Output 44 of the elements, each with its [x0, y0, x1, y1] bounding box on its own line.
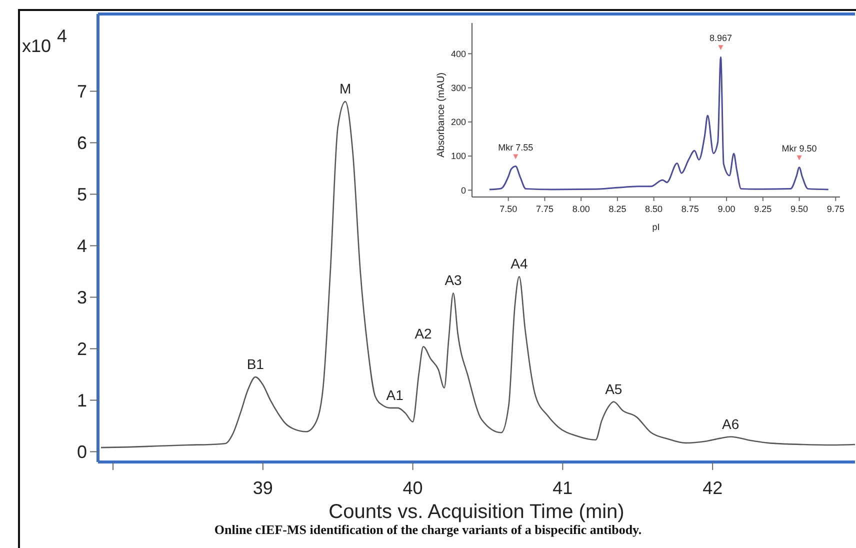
y-tick-label: 1	[76, 390, 87, 411]
line-series	[488, 56, 830, 190]
annotation: A1	[386, 386, 404, 403]
y-tick-label: 300	[450, 82, 466, 93]
x-tick-label: 39	[252, 478, 273, 498]
x-tick-label: 8.00	[572, 204, 590, 214]
y-tick-label: 4	[76, 236, 87, 256]
x-tick-label: 9.50	[790, 204, 808, 214]
annotation: B1	[246, 356, 264, 372]
y-tick-label: 2	[76, 339, 87, 360]
annotation: A3	[444, 272, 462, 288]
annotation: M	[340, 80, 352, 97]
annotation: A5	[605, 380, 622, 397]
annotation: A2	[414, 326, 432, 342]
x-axis-title: pI	[652, 222, 660, 232]
annotation: Mkr 7.55	[498, 142, 534, 152]
y-tick-label: 5	[76, 184, 87, 205]
text: Online cIEF-MS identification of the charge variants of a bispecific antibody.	[214, 522, 642, 537]
x-tick-label: 7.75	[536, 204, 554, 214]
x-tick-label: 8.75	[681, 204, 699, 214]
x-tick-label: 41	[552, 478, 573, 498]
annotation: Mkr 9.50	[782, 143, 817, 154]
y-tick-label: 200	[450, 117, 466, 128]
x-tick-label: 8.25	[608, 204, 626, 214]
y-axis-title: Absorbance (mAU)	[436, 72, 447, 158]
y-tick-label: 6	[76, 133, 87, 154]
x-tick-label: 40	[402, 478, 423, 498]
line-series	[100, 100, 856, 448]
y-tick-label: 100	[450, 151, 466, 162]
y-tick-label: 0	[460, 185, 466, 196]
x-tick-label: 42	[702, 478, 723, 498]
y-tick-label: 400	[450, 48, 466, 59]
x-tick-label: 9.25	[754, 204, 772, 214]
annotation: 8.967	[709, 33, 732, 44]
x-tick-label: 9.00	[718, 204, 736, 214]
x-tick-label: 8.50	[645, 204, 663, 214]
y-tick-label: 3	[76, 288, 87, 308]
x-tick-label: 7.50	[500, 204, 518, 214]
y-tick-label: 7	[76, 82, 87, 102]
annotation: A4	[510, 256, 528, 272]
annotation: A6	[722, 416, 740, 432]
x-tick-label: 9.75	[826, 204, 844, 214]
y-tick-label: 0	[76, 442, 87, 462]
x-axis-title: Counts vs. Acquisition Time (min)	[328, 501, 624, 523]
